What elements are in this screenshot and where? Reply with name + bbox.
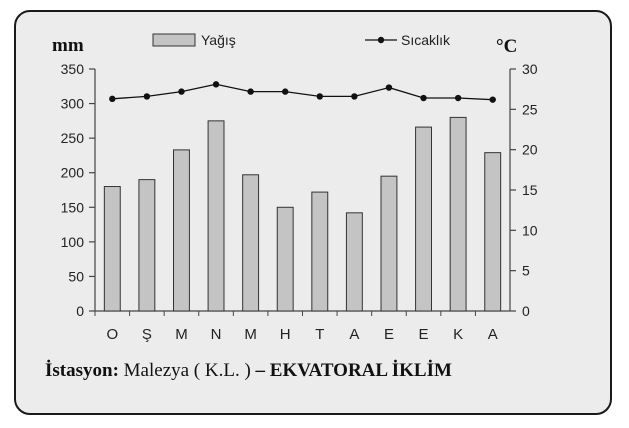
right-tick-label: 0	[522, 303, 530, 319]
right-axis-unit: °C	[496, 36, 517, 57]
temperature-point	[316, 93, 323, 100]
caption-label: İstasyon:	[45, 360, 119, 381]
left-tick-label: 0	[76, 303, 84, 319]
left-tick-label: 350	[61, 61, 85, 77]
temperature-point	[420, 94, 427, 102]
bar	[138, 179, 156, 312]
x-tick-label: O	[106, 326, 118, 343]
right-tick-label: 25	[522, 101, 538, 117]
legend-line-marker	[377, 36, 385, 44]
bar	[415, 126, 432, 312]
temperature-point	[178, 88, 185, 95]
bar	[380, 175, 398, 312]
bar	[484, 152, 502, 312]
bar	[345, 212, 363, 312]
right-tick-label: 30	[522, 61, 538, 77]
x-tick-label: Ş	[142, 326, 152, 343]
temperature-point	[247, 88, 254, 95]
x-tick-label: K	[453, 326, 463, 343]
bar	[103, 186, 121, 312]
temperature-line	[112, 83, 493, 101]
legend-line-label: Sıcaklık	[401, 32, 451, 48]
temperature-point	[351, 93, 358, 100]
temperature-point	[385, 84, 393, 91]
legend-bar-label: Yağış	[201, 32, 236, 48]
left-tick-label: 250	[61, 130, 85, 146]
bar	[311, 191, 329, 312]
x-tick-label: H	[280, 326, 291, 343]
x-tick-label: M	[244, 326, 257, 343]
bar	[276, 206, 294, 312]
left-tick-label: 200	[61, 165, 85, 181]
x-tick-label: A	[349, 326, 359, 343]
legend-bar-swatch	[152, 33, 196, 47]
bar	[207, 120, 225, 312]
bar	[173, 149, 190, 312]
x-tick-label: N	[211, 326, 222, 343]
climate-type: EKVATORAL İKLİM	[269, 360, 452, 381]
left-tick-label: 150	[61, 199, 85, 215]
left-tick-label: 300	[61, 96, 85, 112]
right-tick-label: 5	[522, 263, 530, 279]
x-tick-label: M	[175, 326, 188, 343]
temperature-point	[454, 94, 462, 102]
temperature-point	[282, 88, 289, 95]
left-axis-unit: mm	[52, 35, 84, 56]
x-tick-label: E	[384, 326, 394, 343]
x-tick-label: E	[419, 326, 429, 343]
left-tick-label: 50	[68, 268, 84, 284]
right-tick-label: 20	[522, 142, 538, 158]
right-tick-label: 15	[522, 182, 538, 198]
bar	[242, 174, 260, 312]
temperature-point	[143, 93, 151, 100]
x-tick-label: A	[488, 326, 498, 343]
temperature-point	[212, 81, 220, 88]
caption-separator: –	[255, 360, 266, 381]
temperature-point	[109, 95, 116, 103]
left-tick-label: 100	[61, 234, 85, 250]
station-caption: İstasyon: Malezya ( K.L. ) – EKVATORAL İ…	[45, 360, 452, 382]
x-tick-label: T	[315, 326, 324, 343]
right-tick-label: 10	[522, 222, 538, 238]
bar	[449, 116, 467, 312]
temperature-point	[489, 96, 496, 103]
station-name: Malezya ( K.L. )	[123, 360, 251, 381]
